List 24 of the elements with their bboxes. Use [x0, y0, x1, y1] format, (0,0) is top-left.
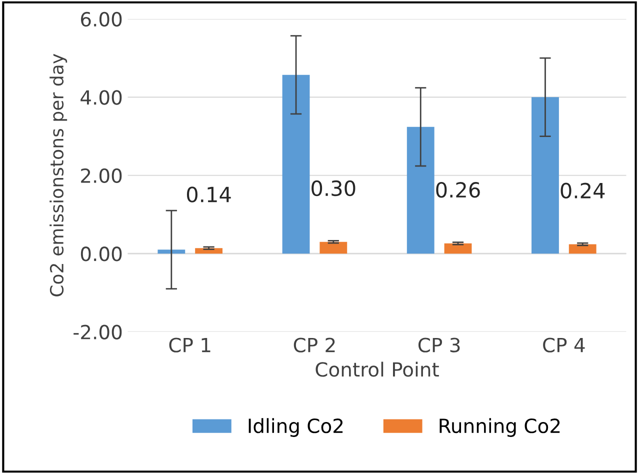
data-label: 0.24 — [560, 182, 605, 198]
data-label: 0.30 — [312, 180, 356, 196]
bar — [444, 243, 472, 254]
legend-label: Running Co2 — [440, 418, 560, 437]
y-tick-label: 6.00 — [81, 12, 122, 27]
data-label: 0.26 — [436, 182, 480, 198]
x-tick-label: CP 3 — [418, 338, 460, 352]
y-tick-label: 2.00 — [81, 168, 122, 184]
bar — [568, 244, 596, 254]
bar — [282, 74, 310, 254]
legend-label: Idling Co2 — [248, 418, 343, 437]
x-axis-title: Control Point — [316, 362, 439, 377]
bar — [406, 126, 434, 254]
y-tick-label: 4.00 — [80, 90, 122, 105]
x-tick-label: CP 1 — [169, 338, 210, 352]
x-tick-label: CP 2 — [294, 338, 335, 352]
bar — [320, 242, 348, 254]
bar — [532, 97, 559, 254]
y-axis-title: Co2 emissionstons per day — [50, 54, 68, 296]
data-label: 0.14 — [186, 186, 231, 202]
x-tick-label: CP 4 — [543, 338, 585, 352]
y-tick-label: -2.00 — [74, 324, 122, 340]
y-tick-label: 0.00 — [80, 246, 122, 262]
bar — [158, 250, 186, 254]
